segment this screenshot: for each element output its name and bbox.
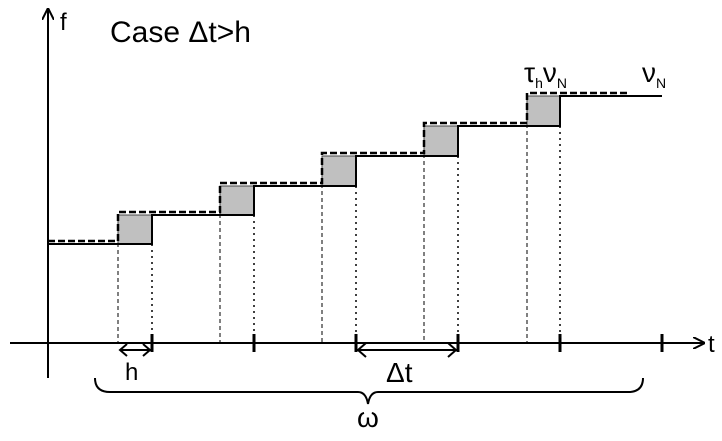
transition-boxes	[117, 95, 561, 245]
solid-step-function	[48, 95, 662, 245]
diagram-title: Case Δt>h	[110, 16, 251, 49]
omega-brace	[94, 377, 644, 405]
dashed-guides	[117, 96, 528, 343]
dashed-step-function	[48, 91, 630, 243]
nu-end-label: νN	[642, 57, 666, 91]
transition-box	[117, 214, 153, 245]
transition-box	[423, 125, 459, 157]
omega-label: ω	[357, 402, 379, 433]
delta-t-interval-arrow	[356, 342, 458, 358]
h-interval-arrow	[118, 343, 152, 357]
delta-t-label: Δt	[386, 357, 413, 388]
h-label: h	[125, 359, 138, 386]
transition-box	[321, 155, 357, 187]
transition-box	[219, 185, 255, 216]
x-axis-label: t	[708, 331, 715, 358]
tau-nu-label: τhνN	[524, 57, 567, 91]
dotted-guides	[151, 126, 561, 343]
y-axis-label: f	[60, 9, 67, 36]
transition-box	[526, 95, 561, 127]
